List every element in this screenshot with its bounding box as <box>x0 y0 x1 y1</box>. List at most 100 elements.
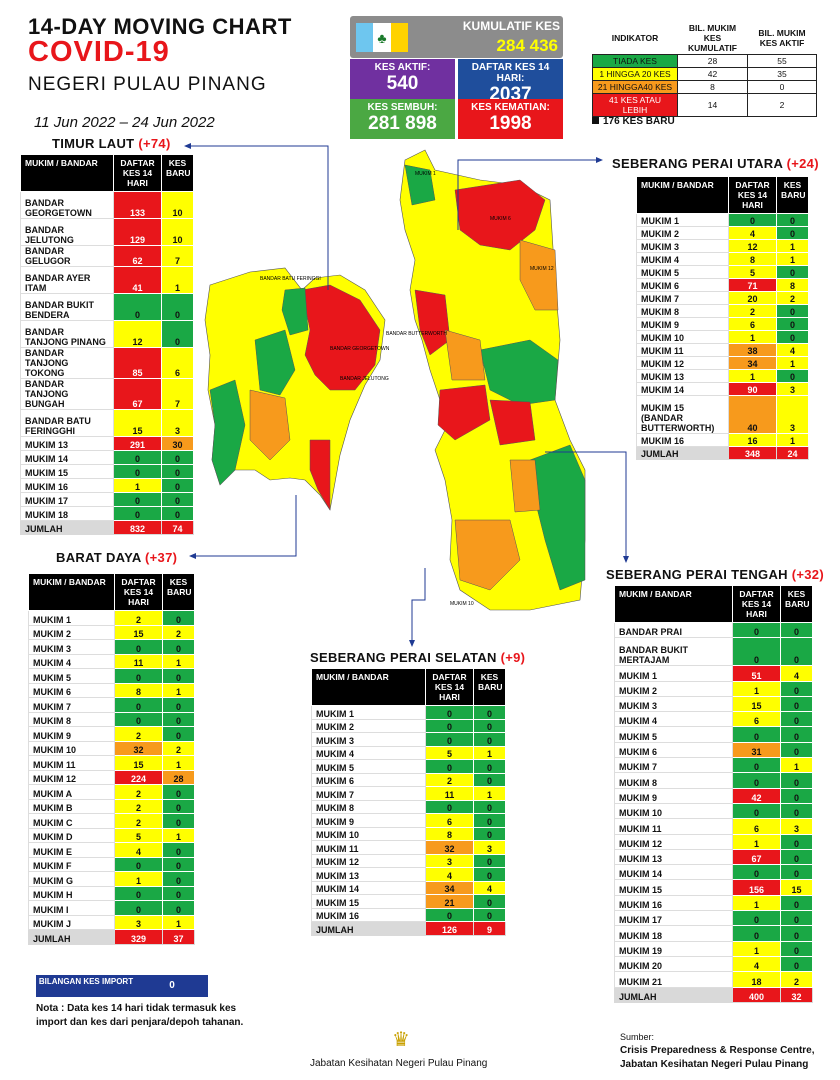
table-row: MUKIM 19 1 0 <box>614 940 813 957</box>
title-line1: 14-DAY MOVING CHART <box>28 14 292 39</box>
row-label: MUKIM 21 <box>614 971 733 988</box>
baru-cell: 0 <box>776 369 809 383</box>
crest-icon: ♛ <box>392 1029 410 1051</box>
date-range: 11 Jun 2022 – 24 Jun 2022 <box>34 114 215 131</box>
row-label: MUKIM 6 <box>28 682 115 698</box>
daftar-cell: 31 <box>732 741 781 759</box>
row-label: MUKIM 6 <box>636 278 729 292</box>
sec-bd-delta: (+37) <box>145 550 178 565</box>
table-row: BANDAR BUKIT BENDERA 0 0 <box>20 293 194 321</box>
baru-cell: 0 <box>776 226 809 240</box>
sec-title-bd: BARAT DAYA (+37) <box>56 550 177 565</box>
col-header: KES BARU <box>162 573 195 611</box>
daftar-cell: 62 <box>113 245 162 267</box>
table-row: MUKIM 14 0 0 <box>20 450 194 465</box>
daftar-cell: 1 <box>732 833 781 850</box>
row-label: BANDAR JELUTONG <box>20 218 114 246</box>
aktif-box: KES AKTIF: 540 <box>350 59 455 99</box>
kumulatif-box: ♣ KUMULATIF KES 284 436 <box>350 16 563 58</box>
new-cases-text: 176 KES BARU <box>603 116 675 127</box>
indikator-row: 1 HINGGA 20 KES 42 35 <box>592 67 817 81</box>
row-label: MUKIM 10 <box>28 740 115 756</box>
sec-bd-name: BARAT DAYA <box>56 550 142 565</box>
kumulatif-value: 284 436 <box>496 36 558 55</box>
baru-cell: 0 <box>161 478 194 493</box>
daftar-cell: 0 <box>114 639 163 655</box>
row-label: MUKIM 15 <box>311 894 426 909</box>
baru-cell: 0 <box>780 940 813 957</box>
note-text: Nota : Data kes 14 hari tidak termasuk k… <box>36 1003 244 1028</box>
daftar-cell: 20 <box>728 291 777 305</box>
indikator-h0: INDIKATOR <box>611 33 659 43</box>
total-label: JUMLAH <box>20 520 114 535</box>
total-label: JUMLAH <box>311 921 426 936</box>
baru-cell: 0 <box>473 799 506 814</box>
row-label: MUKIM 2 <box>614 680 733 697</box>
row-label: MUKIM 16 <box>20 478 114 493</box>
baru-cell: 0 <box>473 894 506 909</box>
baru-cell: 0 <box>780 894 813 912</box>
total-row: JUMLAH 400 32 <box>614 986 813 1003</box>
daftar-cell: 0 <box>113 293 162 321</box>
table-row: MUKIM 10 1 0 <box>636 330 809 344</box>
sec-sps-name: SEBERANG PERAI SELATAN <box>310 650 497 665</box>
daftar-cell: 2 <box>114 610 163 626</box>
table-row: MUKIM 15 156 15 <box>614 879 813 896</box>
row-label: MUKIM 3 <box>28 639 115 655</box>
daftar-cell: 1 <box>728 369 777 383</box>
table-row: MUKIM 2 15 2 <box>28 624 195 640</box>
daftar-cell: 0 <box>113 464 162 479</box>
daftar-cell: 0 <box>732 910 781 927</box>
baru-cell: 0 <box>473 718 506 733</box>
row-label: MUKIM I <box>28 900 115 916</box>
table-row: MUKIM 11 32 3 <box>311 840 506 855</box>
table-row: MUKIM 11 6 3 <box>614 818 813 835</box>
daftar-cell: 67 <box>732 848 781 866</box>
daftar-cell: 0 <box>728 213 777 227</box>
baru-cell: 1 <box>776 239 809 253</box>
row-label: BANDAR BUKIT MERTAJAM <box>614 637 733 667</box>
baru-cell: 28 <box>162 769 195 785</box>
daftar-cell: 0 <box>732 726 781 743</box>
daftar-cell: 0 <box>732 772 781 789</box>
sec-spu-name: SEBERANG PERAI UTARA <box>612 156 783 171</box>
row-label: MUKIM 2 <box>28 624 115 640</box>
table-row: MUKIM 12 224 28 <box>28 769 195 785</box>
table-barat-daya: MUKIM / BANDAR DAFTAR KES 14 HARI KES BARU… <box>28 573 195 945</box>
kematian-value: 1998 <box>489 113 532 134</box>
sec-title-spu: SEBERANG PERAI UTARA (+24) <box>612 156 819 171</box>
row-label: MUKIM F <box>28 856 115 872</box>
col-header: KES BARU <box>780 585 813 623</box>
row-label: MUKIM 1 <box>28 610 115 626</box>
row-label: BANDAR TANJONG TOKONG <box>20 347 114 379</box>
baru-cell: 0 <box>473 826 506 841</box>
daftar-box: DAFTAR KES 14 HARI: 2037 <box>458 59 563 105</box>
baru-cell: 2 <box>162 740 195 756</box>
row-label: MUKIM 11 <box>311 840 426 855</box>
daftar-cell: 6 <box>728 317 777 331</box>
row-label: MUKIM 16 <box>614 894 733 912</box>
row-label: MUKIM 13 <box>636 369 729 383</box>
daftar-cell: 0 <box>114 856 163 872</box>
daftar-cell: 32 <box>425 840 474 855</box>
daftar-cell: 0 <box>732 802 781 820</box>
row-label: MUKIM 2 <box>636 226 729 240</box>
row-label: MUKIM 3 <box>614 695 733 713</box>
daftar-cell: 42 <box>732 787 781 804</box>
baru-cell: 0 <box>162 711 195 727</box>
row-label: MUKIM 1 <box>614 665 733 682</box>
total-daftar: 348 <box>728 446 777 460</box>
daftar-cell: 1 <box>114 871 163 887</box>
table-row: BANDAR BATU FERINGGHI 15 3 <box>20 409 194 437</box>
daftar-cell: 6 <box>425 813 474 828</box>
daftar-cell: 2 <box>114 798 163 814</box>
table-row: BANDAR TANJONG PINANG 12 0 <box>20 320 194 348</box>
table-row: MUKIM 16 16 1 <box>636 433 809 447</box>
